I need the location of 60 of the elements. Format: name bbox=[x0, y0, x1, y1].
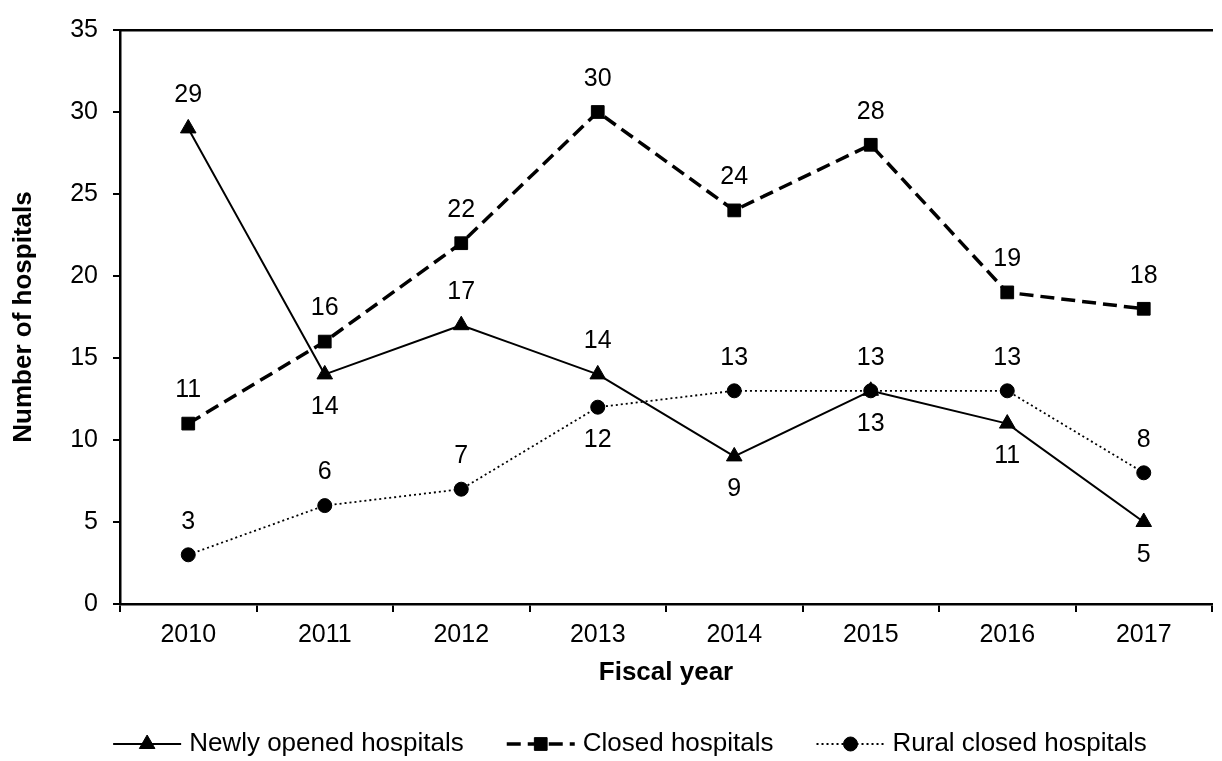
y-tick-label: 5 bbox=[84, 505, 98, 534]
data-label: 9 bbox=[727, 473, 742, 502]
point bbox=[726, 383, 742, 399]
data-label: 13 bbox=[720, 341, 749, 370]
data-label: 17 bbox=[447, 276, 476, 305]
y-tick-label: 35 bbox=[70, 13, 98, 42]
data-label: 13 bbox=[856, 407, 885, 436]
data-label: 6 bbox=[317, 456, 332, 485]
data-label: 29 bbox=[174, 79, 203, 108]
data-label: 30 bbox=[583, 62, 612, 91]
x-axis-title: Fiscal year bbox=[598, 655, 734, 686]
point bbox=[453, 481, 469, 497]
x-tick-label: 2013 bbox=[569, 618, 626, 647]
data-label: 14 bbox=[310, 391, 339, 420]
data-label: 11 bbox=[994, 440, 1021, 469]
y-tick-label: 30 bbox=[70, 95, 98, 124]
data-label: 12 bbox=[583, 424, 612, 453]
legend-label: Closed hospitals bbox=[582, 727, 774, 758]
y-tick-label: 0 bbox=[84, 587, 98, 616]
data-label: 22 bbox=[447, 194, 476, 223]
x-tick-label: 2017 bbox=[1115, 618, 1172, 647]
point bbox=[180, 547, 196, 563]
data-label: 13 bbox=[993, 341, 1022, 370]
data-label: 18 bbox=[1129, 259, 1158, 288]
point bbox=[1000, 285, 1015, 300]
data-label: 5 bbox=[1136, 538, 1151, 567]
data-label: 16 bbox=[310, 292, 339, 321]
data-label: 3 bbox=[181, 505, 196, 534]
x-tick-label: 2012 bbox=[433, 618, 490, 647]
point bbox=[590, 399, 606, 415]
y-tick-label: 10 bbox=[70, 423, 98, 452]
data-label: 11 bbox=[175, 374, 202, 403]
legend-label: Newly opened hospitals bbox=[189, 727, 464, 758]
x-tick-label: 2015 bbox=[842, 618, 899, 647]
point bbox=[1136, 465, 1152, 481]
data-label: 28 bbox=[856, 95, 885, 124]
data-label: 13 bbox=[856, 341, 885, 370]
point bbox=[317, 334, 332, 349]
legend-label: Rural closed hospitals bbox=[892, 727, 1147, 758]
point bbox=[454, 236, 469, 251]
y-tick-label: 20 bbox=[70, 259, 98, 288]
x-tick-label: 2016 bbox=[979, 618, 1036, 647]
data-label: 14 bbox=[583, 325, 612, 354]
data-label: 7 bbox=[454, 440, 469, 469]
point bbox=[863, 137, 878, 152]
x-tick-label: 2014 bbox=[706, 618, 763, 647]
y-tick-label: 25 bbox=[70, 177, 98, 206]
x-tick-label: 2011 bbox=[297, 618, 352, 647]
point bbox=[317, 498, 333, 514]
data-label: 8 bbox=[1136, 423, 1151, 452]
y-axis-title: Number of hospitals bbox=[6, 191, 37, 443]
y-tick-label: 15 bbox=[70, 341, 98, 370]
point bbox=[727, 203, 742, 218]
data-label: 19 bbox=[993, 243, 1022, 272]
point bbox=[999, 383, 1015, 399]
point bbox=[1136, 301, 1151, 316]
data-label: 24 bbox=[720, 161, 749, 190]
x-tick-label: 2010 bbox=[160, 618, 217, 647]
point bbox=[181, 416, 196, 431]
point bbox=[590, 105, 605, 119]
